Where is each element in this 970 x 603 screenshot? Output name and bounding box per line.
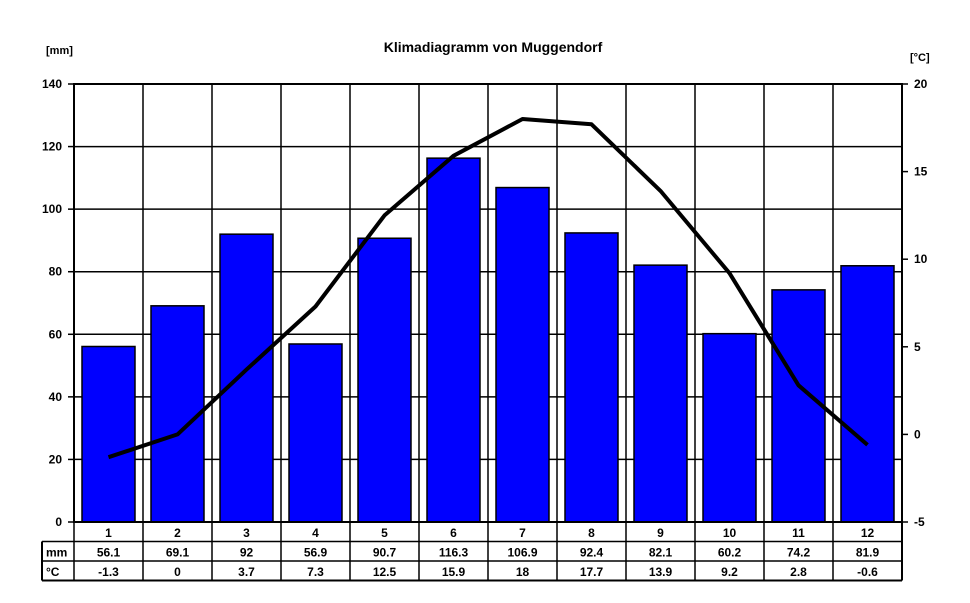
right-tick-label: 20 [914,77,928,91]
precip-bar [288,343,343,523]
x-tick-label: 7 [519,526,526,540]
left-axis-unit: [mm] [46,45,73,57]
left-tick-label: 40 [49,390,63,404]
x-tick-label: 9 [657,526,664,540]
left-tick-label: 140 [42,77,62,91]
x-tick-label: 5 [381,526,388,540]
x-tick-label: 11 [792,526,805,540]
left-tick-label: 100 [42,202,62,216]
table-row-label-mm: mm [46,546,67,560]
x-tick-label: 6 [450,526,457,540]
precip-bar [495,186,550,523]
precip-bar [219,233,274,523]
grid [74,83,902,523]
table-cell-temp: 2.8 [790,565,807,579]
table-cell-mm: 69.1 [166,546,190,560]
precip-bar [564,232,619,523]
right-tick-label: 10 [914,252,928,266]
table-cell-temp: 13.9 [649,565,673,579]
precip-bar [840,265,895,523]
left-tick-label: 20 [49,452,63,466]
left-tick-label: 0 [55,515,62,529]
table-cell-mm: 92 [240,546,254,560]
x-tick-label: 1 [105,526,112,540]
precip-bar [702,332,757,523]
table-cell-temp: -1.3 [98,565,119,579]
table-row-label-temp: °C [46,565,60,579]
table-cell-temp: 7.3 [307,565,324,579]
temperature-line [107,117,869,460]
chart-title: Klimadiagramm von Muggendorf [384,39,603,55]
table-cell-temp: 12.5 [373,565,397,579]
right-tick-label: 15 [914,165,928,179]
right-tick-label: -5 [914,515,925,529]
precip-bar [357,237,412,523]
precipitation-bars [81,157,895,523]
table-cell-temp: 18 [516,565,530,579]
table-cell-mm: 82.1 [649,546,673,560]
left-tick-label: 120 [42,140,62,154]
right-tick-label: 5 [914,340,921,354]
x-tick-label: 3 [243,526,250,540]
temp-line [107,117,869,460]
x-tick-label: 2 [174,526,181,540]
x-tick-label: 10 [723,526,737,540]
left-tick-label: 80 [49,265,63,279]
table-cell-mm: 56.1 [97,546,121,560]
right-tick-label: 0 [914,427,921,441]
precip-bar [81,345,136,523]
table-cell-mm: 92.4 [580,546,604,560]
table-cell-mm: 74.2 [787,546,811,560]
table-cell-mm: 60.2 [718,546,742,560]
precip-bar [771,289,826,523]
table-cell-mm: 81.9 [856,546,880,560]
table-cell-mm: 56.9 [304,546,328,560]
precip-bar [426,157,481,523]
x-tick-label: 4 [312,526,319,540]
table-cell-mm: 116.3 [439,546,469,560]
table-cell-temp: 0 [174,565,181,579]
precip-bar [633,264,688,523]
x-tick-label: 12 [861,526,875,540]
y-axis-labels: 0 20 40 60 80 100 120 140 -5 0 5 10 15 20 [42,77,928,529]
left-tick-label: 60 [49,327,63,341]
x-tick-label: 8 [588,526,595,540]
precip-bar [150,305,205,523]
table-cell-temp: 9.2 [721,565,738,579]
table-cell-temp: 15.9 [442,565,466,579]
table-cell-temp: -0.6 [857,565,878,579]
table-cell-mm: 90.7 [373,546,397,560]
table-cell-temp: 3.7 [238,565,255,579]
right-axis-unit: [°C] [910,52,930,64]
table-cell-temp: 17.7 [580,565,604,579]
table-cell-mm: 106.9 [507,546,537,560]
